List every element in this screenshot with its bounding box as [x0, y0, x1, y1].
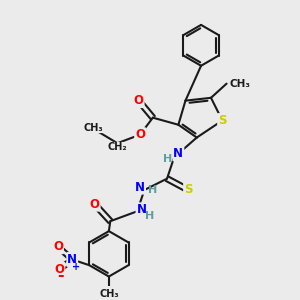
Text: CH₂: CH₂: [108, 142, 127, 152]
Text: N: N: [135, 181, 145, 194]
Text: O: O: [54, 263, 64, 276]
Text: CH₃: CH₃: [230, 79, 250, 88]
Text: CH₃: CH₃: [83, 123, 103, 133]
Text: H: H: [148, 185, 157, 195]
Text: S: S: [184, 184, 193, 196]
Text: N: N: [67, 253, 77, 266]
Text: H: H: [146, 211, 154, 220]
Text: CH₃: CH₃: [99, 289, 119, 298]
Text: O: O: [134, 94, 144, 107]
Text: H: H: [163, 154, 172, 164]
Text: O: O: [90, 198, 100, 211]
Text: N: N: [173, 148, 183, 160]
Text: -: -: [58, 268, 64, 283]
Text: N: N: [136, 203, 146, 216]
Text: O: O: [135, 128, 145, 141]
Text: O: O: [53, 240, 63, 253]
Text: S: S: [218, 114, 226, 127]
Text: +: +: [72, 262, 80, 272]
